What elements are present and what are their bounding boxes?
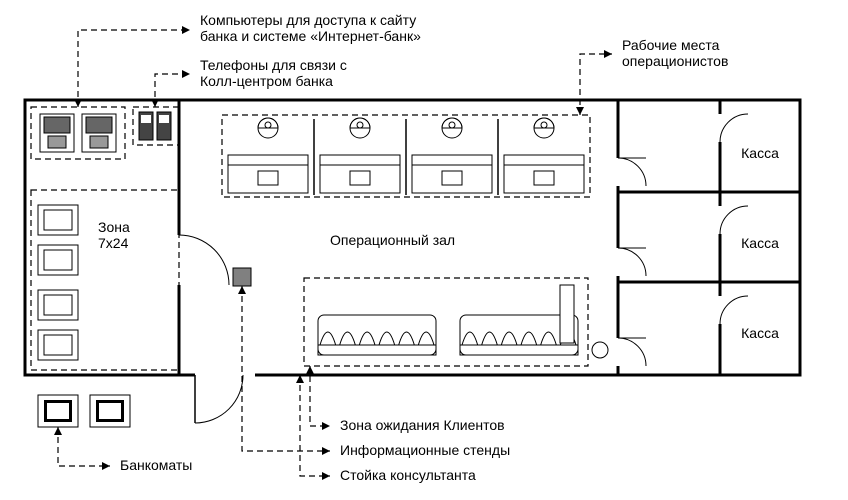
callout-text: Колл-центром банка [200, 73, 333, 89]
chair-icon [534, 118, 554, 138]
phone-icon [157, 112, 171, 140]
callout-leader [58, 427, 110, 466]
cash-label: Касса [741, 235, 779, 251]
callout-text: Банкоматы [120, 457, 192, 473]
cash-label: Касса [741, 325, 779, 341]
desk [504, 155, 584, 193]
consultant-desk [560, 285, 574, 343]
callout-leader [580, 54, 612, 115]
callout-leader [155, 74, 190, 107]
atm-icon [38, 205, 78, 235]
callout-leader [242, 286, 330, 451]
chair-icon [258, 118, 278, 138]
atm-outside-icon [90, 395, 130, 427]
sofa-icon [318, 315, 436, 355]
callout-text: Рабочие места [622, 37, 720, 53]
phone-icon [139, 112, 153, 140]
callout-text: Телефоны для связи с [200, 57, 347, 73]
callout-text: Зона ожидания Клиентов [340, 417, 505, 433]
callout-leader [78, 30, 190, 107]
atm-icon [38, 330, 78, 360]
chair-icon [442, 118, 462, 138]
svg-text:7x24: 7x24 [98, 235, 129, 251]
callout-text: операционистов [622, 53, 728, 69]
callout-text: Информационные стенды [340, 442, 510, 458]
desk [228, 155, 308, 193]
computer-icon [82, 114, 116, 152]
callout-text: банка и системе «Интернет-банк» [200, 28, 421, 44]
callout-text: Компьютеры для доступа к сайту [200, 12, 416, 28]
hall-label: Операционный зал [330, 232, 455, 248]
atm-icon [38, 245, 78, 275]
desk [320, 155, 400, 193]
info-stand [233, 268, 251, 286]
atm-outside-icon [38, 395, 78, 427]
computer-icon [40, 114, 74, 152]
consultant-stool [592, 342, 608, 358]
callout-text: Стойка консультанта [340, 467, 476, 483]
desk [412, 155, 492, 193]
cash-label: Касса [741, 145, 779, 161]
chair-icon [350, 118, 370, 138]
atm-icon [38, 290, 78, 320]
svg-text:Зона: Зона [98, 219, 130, 235]
